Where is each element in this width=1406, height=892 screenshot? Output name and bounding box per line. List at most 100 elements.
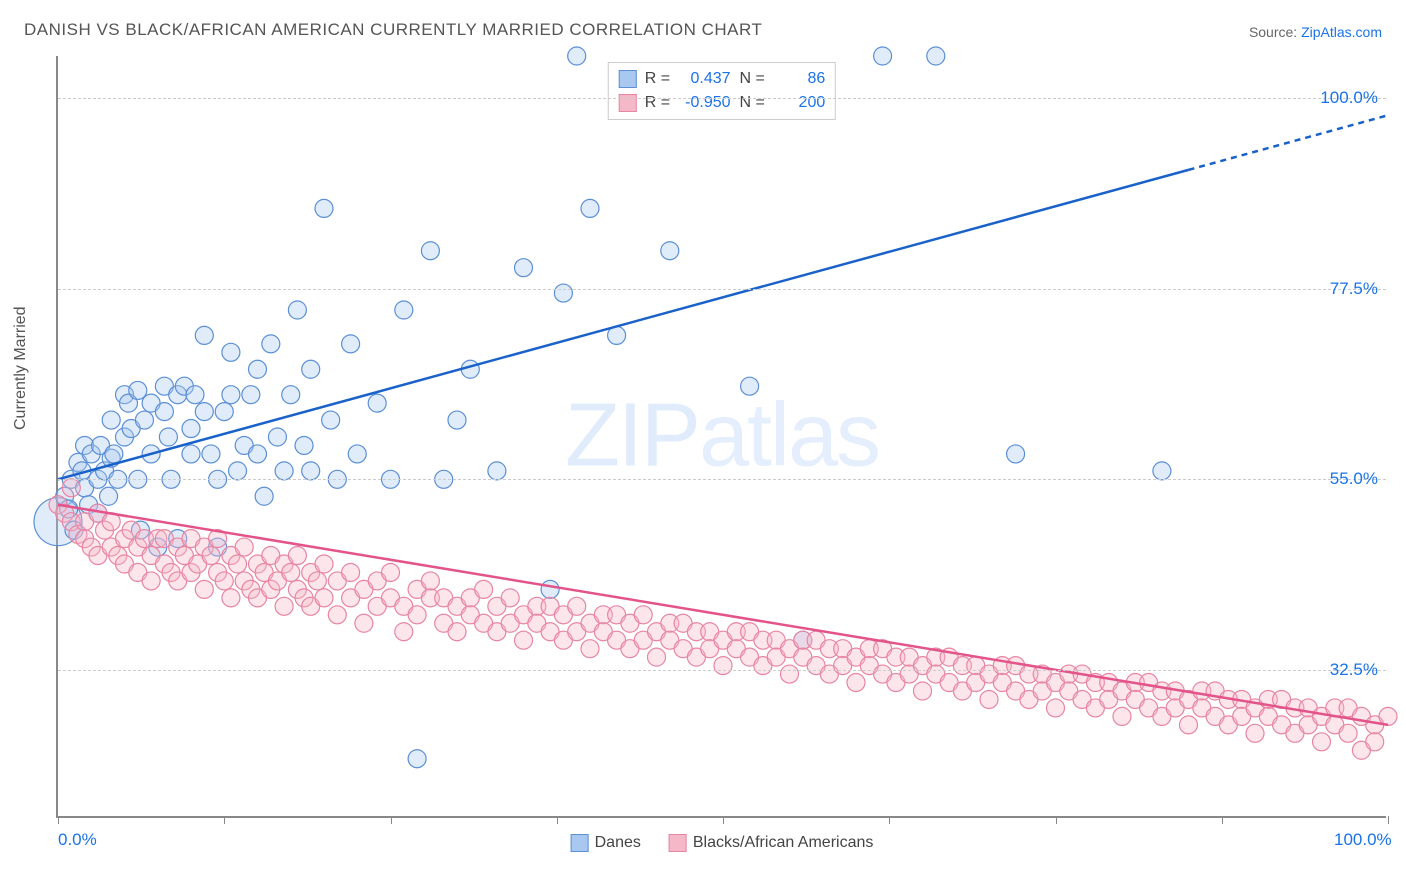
x-tick-label: 0.0% xyxy=(58,830,97,850)
scatter-point xyxy=(1007,445,1025,463)
scatter-point xyxy=(348,445,366,463)
scatter-point xyxy=(315,555,333,573)
scatter-point xyxy=(395,301,413,319)
scatter-point xyxy=(874,47,892,65)
scatter-point xyxy=(235,538,253,556)
scatter-point xyxy=(302,462,320,480)
scatter-point xyxy=(229,462,247,480)
y-tick-label: 100.0% xyxy=(1320,88,1378,108)
scatter-point xyxy=(215,572,233,590)
scatter-point xyxy=(182,420,200,438)
stats-text: R = 0.437 N = 86 xyxy=(645,70,825,87)
legend-label: Blacks/African Americans xyxy=(693,834,874,851)
scatter-point xyxy=(315,199,333,217)
scatter-point xyxy=(541,580,559,598)
scatter-point xyxy=(295,436,313,454)
scatter-point xyxy=(421,242,439,260)
scatter-point xyxy=(215,403,233,421)
gridline xyxy=(58,670,1386,671)
gridline xyxy=(58,98,1386,99)
scatter-point xyxy=(475,580,493,598)
scatter-point xyxy=(554,284,572,302)
chart-svg xyxy=(58,56,1386,816)
legend-bottom: Danes Blacks/African Americans xyxy=(571,834,874,852)
scatter-point xyxy=(282,563,300,581)
scatter-point xyxy=(142,572,160,590)
scatter-point xyxy=(634,606,652,624)
legend-item: Blacks/African Americans xyxy=(669,834,874,852)
scatter-point xyxy=(914,682,932,700)
x-tick xyxy=(1222,816,1223,824)
scatter-point xyxy=(195,580,213,598)
scatter-point xyxy=(781,665,799,683)
scatter-point xyxy=(105,445,123,463)
scatter-point xyxy=(501,589,519,607)
scatter-point xyxy=(395,623,413,641)
scatter-point xyxy=(1153,462,1171,480)
scatter-point xyxy=(581,199,599,217)
scatter-point xyxy=(342,563,360,581)
scatter-point xyxy=(195,326,213,344)
source-attribution: Source: ZipAtlas.com xyxy=(1249,24,1382,40)
legend-swatch xyxy=(619,70,637,88)
trend-line xyxy=(58,505,1388,725)
scatter-point xyxy=(355,614,373,632)
scatter-point xyxy=(382,563,400,581)
x-tick xyxy=(58,816,59,824)
scatter-point xyxy=(275,597,293,615)
scatter-point xyxy=(488,462,506,480)
scatter-point xyxy=(100,487,118,505)
x-tick xyxy=(1388,816,1389,824)
scatter-point xyxy=(262,335,280,353)
scatter-point xyxy=(308,572,326,590)
scatter-point xyxy=(342,335,360,353)
gridline xyxy=(58,289,1386,290)
y-tick-label: 77.5% xyxy=(1330,279,1378,299)
legend-label: Danes xyxy=(595,834,641,851)
scatter-point xyxy=(408,750,426,768)
scatter-point xyxy=(1313,733,1331,751)
scatter-point xyxy=(186,386,204,404)
scatter-point xyxy=(568,47,586,65)
legend-swatch xyxy=(571,834,589,852)
y-axis-label: Currently Married xyxy=(12,306,30,430)
stats-box: R = 0.437 N = 86 R = -0.950 N = 200 xyxy=(608,62,836,120)
y-tick-label: 32.5% xyxy=(1330,660,1378,680)
stats-text: R = -0.950 N = 200 xyxy=(645,94,825,111)
scatter-point xyxy=(1047,699,1065,717)
scatter-point xyxy=(249,445,267,463)
legend-swatch xyxy=(669,834,687,852)
scatter-point xyxy=(1113,707,1131,725)
scatter-point xyxy=(102,411,120,429)
scatter-point xyxy=(741,377,759,395)
scatter-point xyxy=(182,445,200,463)
scatter-point xyxy=(927,47,945,65)
scatter-point xyxy=(847,674,865,692)
x-tick xyxy=(889,816,890,824)
scatter-point xyxy=(288,547,306,565)
scatter-point xyxy=(648,648,666,666)
scatter-point xyxy=(1339,724,1357,742)
source-link[interactable]: ZipAtlas.com xyxy=(1301,24,1382,40)
scatter-point xyxy=(448,411,466,429)
scatter-point xyxy=(408,606,426,624)
scatter-point xyxy=(448,623,466,641)
scatter-point xyxy=(568,597,586,615)
scatter-point xyxy=(159,428,177,446)
x-tick xyxy=(1056,816,1057,824)
scatter-point xyxy=(581,640,599,658)
scatter-point xyxy=(275,462,293,480)
trend-line-dashed xyxy=(1189,115,1389,170)
y-tick-label: 55.0% xyxy=(1330,469,1378,489)
scatter-point xyxy=(421,572,439,590)
stats-row: R = -0.950 N = 200 xyxy=(619,91,825,115)
x-tick-label: 100.0% xyxy=(1334,830,1392,850)
x-tick xyxy=(224,816,225,824)
trend-line xyxy=(58,170,1189,479)
gridline xyxy=(58,479,1386,480)
scatter-point xyxy=(302,360,320,378)
scatter-point xyxy=(1246,724,1264,742)
scatter-point xyxy=(282,386,300,404)
plot-area: ZIPatlas R = 0.437 N = 86R = -0.950 N = … xyxy=(56,56,1386,818)
scatter-point xyxy=(222,386,240,404)
